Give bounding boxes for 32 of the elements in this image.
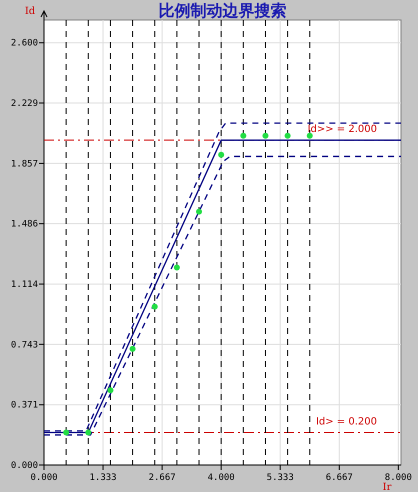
x-axis-title: Ir	[382, 482, 392, 492]
x-tick-label: 2.667	[148, 473, 176, 483]
point	[240, 132, 246, 139]
x-tick-label: 1.333	[89, 473, 117, 483]
point	[284, 132, 291, 139]
ref-line-label: Id>> = 2.000	[308, 124, 377, 136]
x-tick-label: 4.000	[208, 473, 235, 483]
x-tick-label: 8.000	[384, 473, 412, 483]
point	[130, 346, 136, 352]
point	[85, 430, 92, 436]
y-tick-label: 2.229	[10, 98, 38, 109]
point	[306, 132, 313, 139]
point	[152, 304, 158, 310]
point	[218, 152, 224, 158]
y-axis-title: Id	[24, 6, 36, 17]
y-tick-label: 1.857	[10, 159, 38, 170]
y-tick-label: 1.486	[10, 220, 38, 230]
point	[63, 430, 70, 436]
point	[174, 264, 180, 271]
y-tick-label: 1.114	[10, 280, 38, 290]
ref-line-label: Id> = 0.200	[316, 416, 377, 428]
point	[196, 208, 202, 215]
y-tick-label: 0.743	[10, 340, 38, 350]
chart-title: 比例制动边界搜索	[158, 1, 286, 20]
x-tick-label: 5.333	[266, 473, 294, 483]
x-tick-label: 6.667	[326, 473, 353, 483]
point	[107, 387, 114, 394]
x-tick-label: 0.000	[30, 473, 58, 483]
y-tick-label: 2.600	[10, 38, 38, 49]
point	[262, 132, 268, 139]
y-tick-label: 0.371	[10, 400, 38, 411]
y-tick-label: 0.000	[10, 461, 38, 471]
